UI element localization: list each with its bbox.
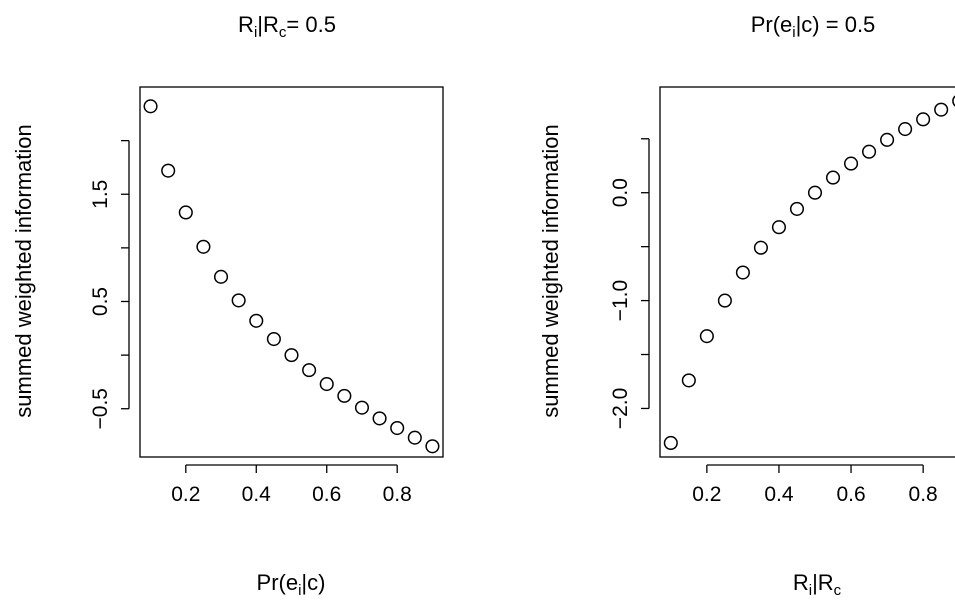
right-title: Pr(ei|c) = 0.5: [751, 12, 876, 41]
left-data-point: [284, 348, 299, 363]
right-data-points: [663, 95, 955, 451]
left-data-point: [337, 388, 352, 403]
left-data-point: [143, 99, 158, 114]
right-data-point: [952, 95, 955, 107]
right-data-point: [699, 329, 714, 344]
left-data-point: [196, 239, 211, 254]
right-x-tick-label: 0.4: [764, 483, 794, 506]
left-data-point: [266, 331, 281, 347]
left-data-point: [407, 430, 422, 445]
right-data-point: [753, 240, 768, 255]
right-data-point: [681, 373, 696, 388]
left-data-point: [302, 363, 317, 378]
left-x-tick-label: 0.2: [171, 483, 200, 506]
left-y-tick-label: 1.5: [89, 180, 112, 209]
left-x-tick-label: 0.6: [312, 483, 341, 506]
right-x-tick-label: 0.2: [692, 483, 721, 506]
right-data-point: [717, 293, 732, 308]
right-panel: Pr(ei|c) = 0.5 summed weighted informati…: [538, 12, 955, 599]
right-x-axis: 0.2 0.4 0.6 0.8: [692, 464, 938, 506]
right-y-tick-label: −1.0: [609, 280, 632, 321]
right-data-point: [934, 102, 949, 117]
left-data-points: [143, 99, 440, 454]
left-data-point: [231, 293, 246, 308]
right-data-point: [825, 170, 841, 185]
right-data-point: [898, 122, 913, 137]
left-y-tick-label: −0.5: [89, 388, 112, 429]
left-data-point: [390, 420, 405, 436]
left-data-point: [372, 411, 387, 426]
left-x-axis: 0.2 0.4 0.6 0.8: [171, 464, 412, 506]
right-x-tick-label: 0.6: [836, 483, 865, 506]
left-panel: Ri|Rc= 0.5 summed weighted information P…: [11, 12, 444, 599]
left-data-point: [425, 439, 440, 454]
right-data-point: [843, 156, 859, 171]
right-data-point: [663, 435, 678, 451]
right-data-point: [735, 265, 750, 280]
left-data-point: [178, 205, 193, 220]
left-x-axis-label: Pr(ei|c): [257, 570, 326, 599]
right-data-point: [880, 132, 895, 147]
right-y-tick-label: 0.0: [609, 178, 632, 207]
right-y-axis-label: summed weighted information: [538, 124, 563, 417]
left-data-point: [354, 400, 370, 415]
right-data-point: [862, 144, 877, 159]
right-y-axis: −2.0 −1.0 0.0: [609, 138, 650, 429]
right-data-point: [916, 112, 931, 127]
right-plot-frame: [659, 86, 955, 458]
left-x-tick-label: 0.4: [242, 483, 272, 506]
right-data-point: [807, 185, 823, 200]
left-y-axis-label: summed weighted information: [11, 124, 36, 417]
left-data-point: [319, 377, 334, 392]
left-data-point: [161, 163, 176, 178]
left-y-axis: −0.5 0.5 1.5: [89, 139, 130, 429]
left-title: Ri|Rc= 0.5: [238, 12, 336, 41]
right-x-tick-label: 0.8: [909, 483, 938, 506]
left-plot-frame: [139, 86, 444, 458]
left-y-tick-label: 0.5: [89, 287, 112, 316]
left-data-point: [249, 313, 264, 328]
right-y-tick-label: −2.0: [609, 388, 632, 429]
right-data-point: [771, 220, 787, 235]
right-x-axis-label: Ri|Rc: [793, 570, 842, 599]
right-data-point: [789, 201, 805, 216]
left-data-point: [213, 269, 229, 284]
left-x-tick-label: 0.8: [383, 483, 412, 506]
